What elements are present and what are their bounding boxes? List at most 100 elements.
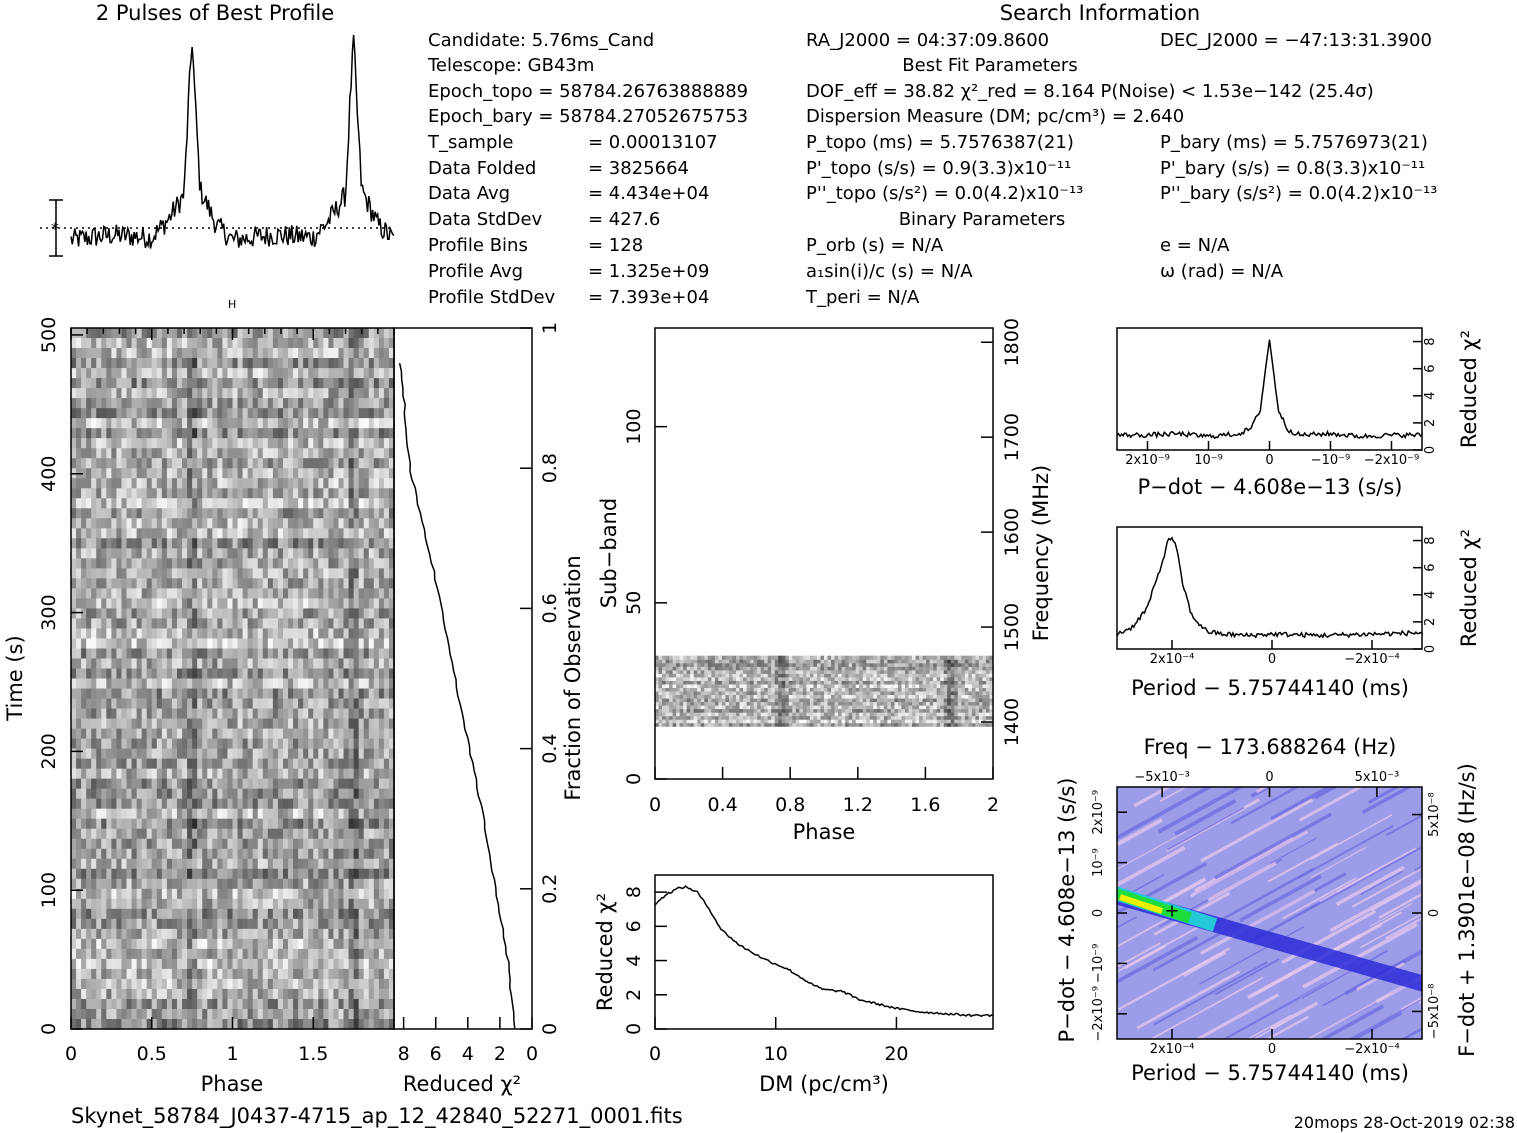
- time-phase-cell: [277, 378, 284, 389]
- time-phase-cell: [388, 648, 395, 660]
- time-phase-cell: [333, 338, 340, 349]
- time-phase-cell: [131, 768, 138, 780]
- time-phase-cell: [333, 388, 340, 399]
- time-phase-cell: [217, 848, 224, 860]
- time-phase-cell: [247, 328, 254, 339]
- time-phase-cell: [383, 578, 390, 589]
- time-phase-cell: [207, 468, 213, 479]
- time-phase-cell: [141, 808, 148, 820]
- time-phase-cell: [106, 578, 112, 589]
- subband-cell: [686, 719, 691, 724]
- time-phase-cell: [192, 898, 198, 910]
- time-phase-cell: [358, 558, 365, 569]
- time-phase-cell: [368, 718, 375, 730]
- time-phase-cell: [156, 408, 163, 419]
- time-phase-cell: [277, 488, 284, 499]
- time-phase-cell: [151, 398, 158, 409]
- time-phase-cell: [136, 898, 143, 910]
- time-phase-cell: [303, 808, 309, 820]
- time-phase-cell: [318, 778, 324, 790]
- time-phase-cell: [353, 368, 360, 379]
- time-phase-cell: [166, 778, 173, 790]
- time-phase-cell: [262, 398, 269, 409]
- time-phase-cell: [197, 548, 203, 559]
- time-phase-cell: [227, 708, 234, 720]
- time-phase-cell: [348, 528, 355, 539]
- time-phase-cell: [333, 778, 340, 790]
- subband-cell: [672, 708, 677, 713]
- time-phase-cell: [161, 628, 168, 640]
- time-phase-cell: [293, 408, 299, 419]
- time-phase-cell: [328, 928, 335, 940]
- time-phase-cell: [192, 448, 198, 459]
- time-phase-cell: [217, 658, 224, 670]
- time-phase-cell: [166, 998, 173, 1010]
- time-phase-cell: [252, 998, 259, 1010]
- time-phase-cell: [272, 338, 279, 349]
- time-phase-cell: [308, 928, 314, 940]
- info-profile-avg-label: Profile Avg: [428, 261, 523, 282]
- time-phase-cell: [136, 438, 143, 449]
- time-phase-cell: [227, 678, 234, 690]
- time-phase-cell: [217, 698, 224, 710]
- time-phase-cell: [298, 528, 304, 539]
- time-phase-cell: [197, 768, 203, 780]
- time-phase-cell: [86, 848, 92, 860]
- time-phase-cell: [212, 868, 218, 880]
- subband-cell: [859, 712, 864, 717]
- time-phase-cell: [136, 698, 143, 710]
- time-phase-cell: [187, 458, 193, 469]
- time-phase-cell: [247, 408, 254, 419]
- time-phase-cell: [257, 808, 264, 820]
- time-phase-cell: [121, 918, 128, 930]
- time-phase-cell: [81, 568, 87, 579]
- time-phase-cell: [166, 568, 173, 579]
- subband-cell: [964, 715, 969, 720]
- time-phase-cell: [328, 1018, 335, 1030]
- time-phase-cell: [176, 518, 183, 529]
- time-phase-cell: [282, 888, 289, 900]
- time-phase-cell: [156, 398, 163, 409]
- time-phase-cell: [202, 618, 208, 630]
- time-phase-cell: [257, 658, 264, 670]
- time-phase-cell: [146, 868, 153, 880]
- time-phase-cell: [106, 728, 112, 740]
- time-phase-cell: [237, 978, 244, 990]
- time-phase-cell: [126, 438, 133, 449]
- time-phase-cell: [358, 688, 365, 700]
- time-phase-cell: [343, 398, 350, 409]
- time-phase-cell: [232, 598, 239, 609]
- time-phase-cell: [267, 398, 274, 409]
- time-phase-cell: [242, 408, 249, 419]
- time-phase-cell: [252, 378, 259, 389]
- time-phase-cell: [86, 838, 92, 850]
- time-phase-cell: [176, 658, 183, 670]
- subband-cell: [971, 722, 976, 727]
- time-phase-cell: [197, 848, 203, 860]
- time-phase-cell: [338, 878, 345, 890]
- time-phase-cell: [383, 368, 390, 379]
- time-phase-cell: [202, 658, 208, 670]
- time-phase-cell: [272, 648, 279, 660]
- time-phase-cell: [121, 698, 128, 710]
- time-phase-cell: [96, 948, 102, 960]
- time-phase-cell: [363, 378, 370, 389]
- time-phase-cell: [383, 488, 390, 499]
- subband-cell: [704, 719, 709, 724]
- time-phase-cell: [328, 918, 335, 930]
- time-phase-cell: [262, 478, 269, 489]
- time-phase-cell: [136, 548, 143, 559]
- time-phase-cell: [288, 618, 294, 630]
- subband-cell: [809, 715, 815, 720]
- time-phase-cell: [328, 748, 335, 760]
- time-phase-cell: [353, 348, 360, 359]
- time-phase-cell: [101, 928, 107, 940]
- time-phase-cell: [136, 508, 143, 519]
- subband-cell: [961, 722, 966, 727]
- time-phase-cell: [333, 678, 340, 690]
- time-phase-cell: [298, 638, 304, 650]
- time-phase-cell: [343, 648, 350, 660]
- time-phase-cell: [368, 658, 375, 670]
- time-phase-cell: [277, 738, 284, 750]
- time-phase-cell: [247, 678, 254, 690]
